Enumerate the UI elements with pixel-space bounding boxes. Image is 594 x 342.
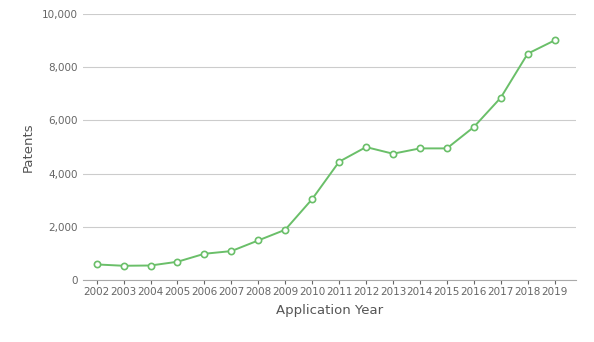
Y-axis label: Patents: Patents (21, 122, 34, 172)
X-axis label: Application Year: Application Year (276, 304, 383, 317)
